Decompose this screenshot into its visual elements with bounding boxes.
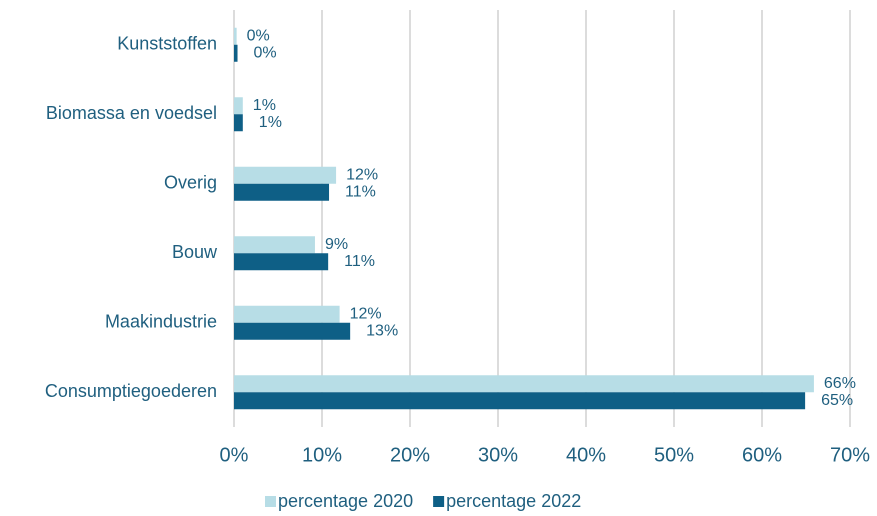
bar [234,114,243,132]
x-tick-label: 0% [220,444,249,466]
y-tick-label: Consumptiegoederen [45,381,217,401]
legend-swatch [265,496,276,507]
data-label: 1% [253,97,276,114]
data-label: 66% [824,375,856,392]
data-label: 1% [259,114,282,131]
x-tick-label: 70% [830,444,870,466]
y-tick-label: Kunststoffen [117,34,217,54]
y-tick-label: Maakindustrie [105,312,217,332]
x-tick-label: 10% [302,444,342,466]
data-label: 9% [325,236,348,253]
bar [234,253,329,271]
data-label: 12% [350,305,382,322]
data-label: 11% [345,183,376,200]
data-label: 65% [821,392,853,409]
bar [234,166,337,184]
x-tick-label: 50% [654,444,694,466]
y-tick-label: Overig [164,173,217,193]
bar [234,322,351,340]
bar [234,236,315,254]
data-label: 0% [254,44,277,61]
bar [234,392,806,410]
bar [234,27,237,45]
x-tick-label: 30% [478,444,518,466]
legend-label: percentage 2022 [446,491,581,511]
legend-swatch [433,496,445,507]
bar [234,44,238,62]
y-tick-label: Biomassa en voedsel [46,103,217,123]
data-label: 0% [247,27,270,44]
data-label: 12% [346,166,378,183]
data-label: 13% [366,322,398,339]
y-tick-label: Bouw [172,242,218,262]
x-tick-label: 20% [390,444,430,466]
bar [234,97,243,115]
data-label: 11% [344,253,375,270]
legend-label: percentage 2020 [278,491,413,511]
bar [234,305,340,323]
bar [234,183,330,201]
x-tick-label: 60% [742,444,782,466]
bar [234,375,814,393]
x-tick-label: 40% [566,444,606,466]
